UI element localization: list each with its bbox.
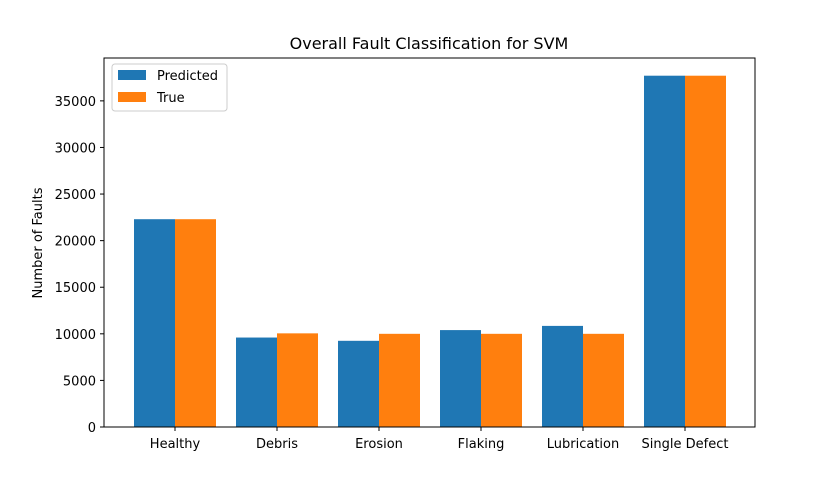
bar-predicted-lubrication bbox=[542, 325, 583, 427]
x-tick-label: Healthy bbox=[150, 437, 201, 452]
y-tick-label: 30000 bbox=[55, 141, 96, 156]
bar-predicted-erosion bbox=[338, 340, 379, 427]
x-tick-label: Flaking bbox=[458, 437, 505, 452]
y-axis-ticks: 0 5000 10000 15000 20000 25000 30000 35000 bbox=[55, 95, 104, 436]
bars-group bbox=[134, 75, 726, 428]
bar-true-healthy bbox=[175, 219, 216, 427]
bar-true-erosion bbox=[379, 333, 420, 427]
legend-label: True bbox=[156, 91, 185, 106]
y-tick-label: 15000 bbox=[55, 281, 96, 296]
y-tick-label: 35000 bbox=[55, 95, 96, 110]
x-tick-label: Debris bbox=[256, 437, 298, 452]
y-tick-label: 10000 bbox=[55, 328, 96, 343]
y-axis-title: Number of Faults bbox=[31, 187, 46, 298]
x-tick-label: Lubrication bbox=[547, 437, 619, 452]
y-tick-label: 20000 bbox=[55, 235, 96, 250]
x-axis-ticks: Healthy Debris Erosion Flaking Lubrication Si… bbox=[150, 427, 729, 452]
bar-true-flaking bbox=[481, 333, 522, 427]
legend-swatch bbox=[118, 70, 146, 80]
bar-predicted-healthy bbox=[134, 219, 175, 427]
y-tick-label: 25000 bbox=[55, 188, 96, 203]
bar-predicted-flaking bbox=[440, 330, 481, 427]
legend: Predicted True bbox=[111, 63, 228, 112]
bar-true-single-defect bbox=[685, 75, 726, 428]
y-tick-label: 5000 bbox=[63, 374, 96, 389]
x-tick-label: Erosion bbox=[355, 437, 403, 452]
bar-true-debris bbox=[277, 333, 318, 427]
legend-swatch bbox=[118, 92, 146, 102]
bar-predicted-single-defect bbox=[644, 75, 685, 428]
bar-predicted-debris bbox=[236, 337, 277, 427]
y-tick-label: 0 bbox=[88, 421, 96, 436]
chart-title: Overall Fault Classification for SVM bbox=[290, 34, 569, 53]
plot-frame bbox=[103, 57, 756, 428]
x-tick-label: Single Defect bbox=[642, 437, 729, 452]
bar-true-lubrication bbox=[583, 333, 624, 427]
legend-label: Predicted bbox=[157, 69, 218, 84]
